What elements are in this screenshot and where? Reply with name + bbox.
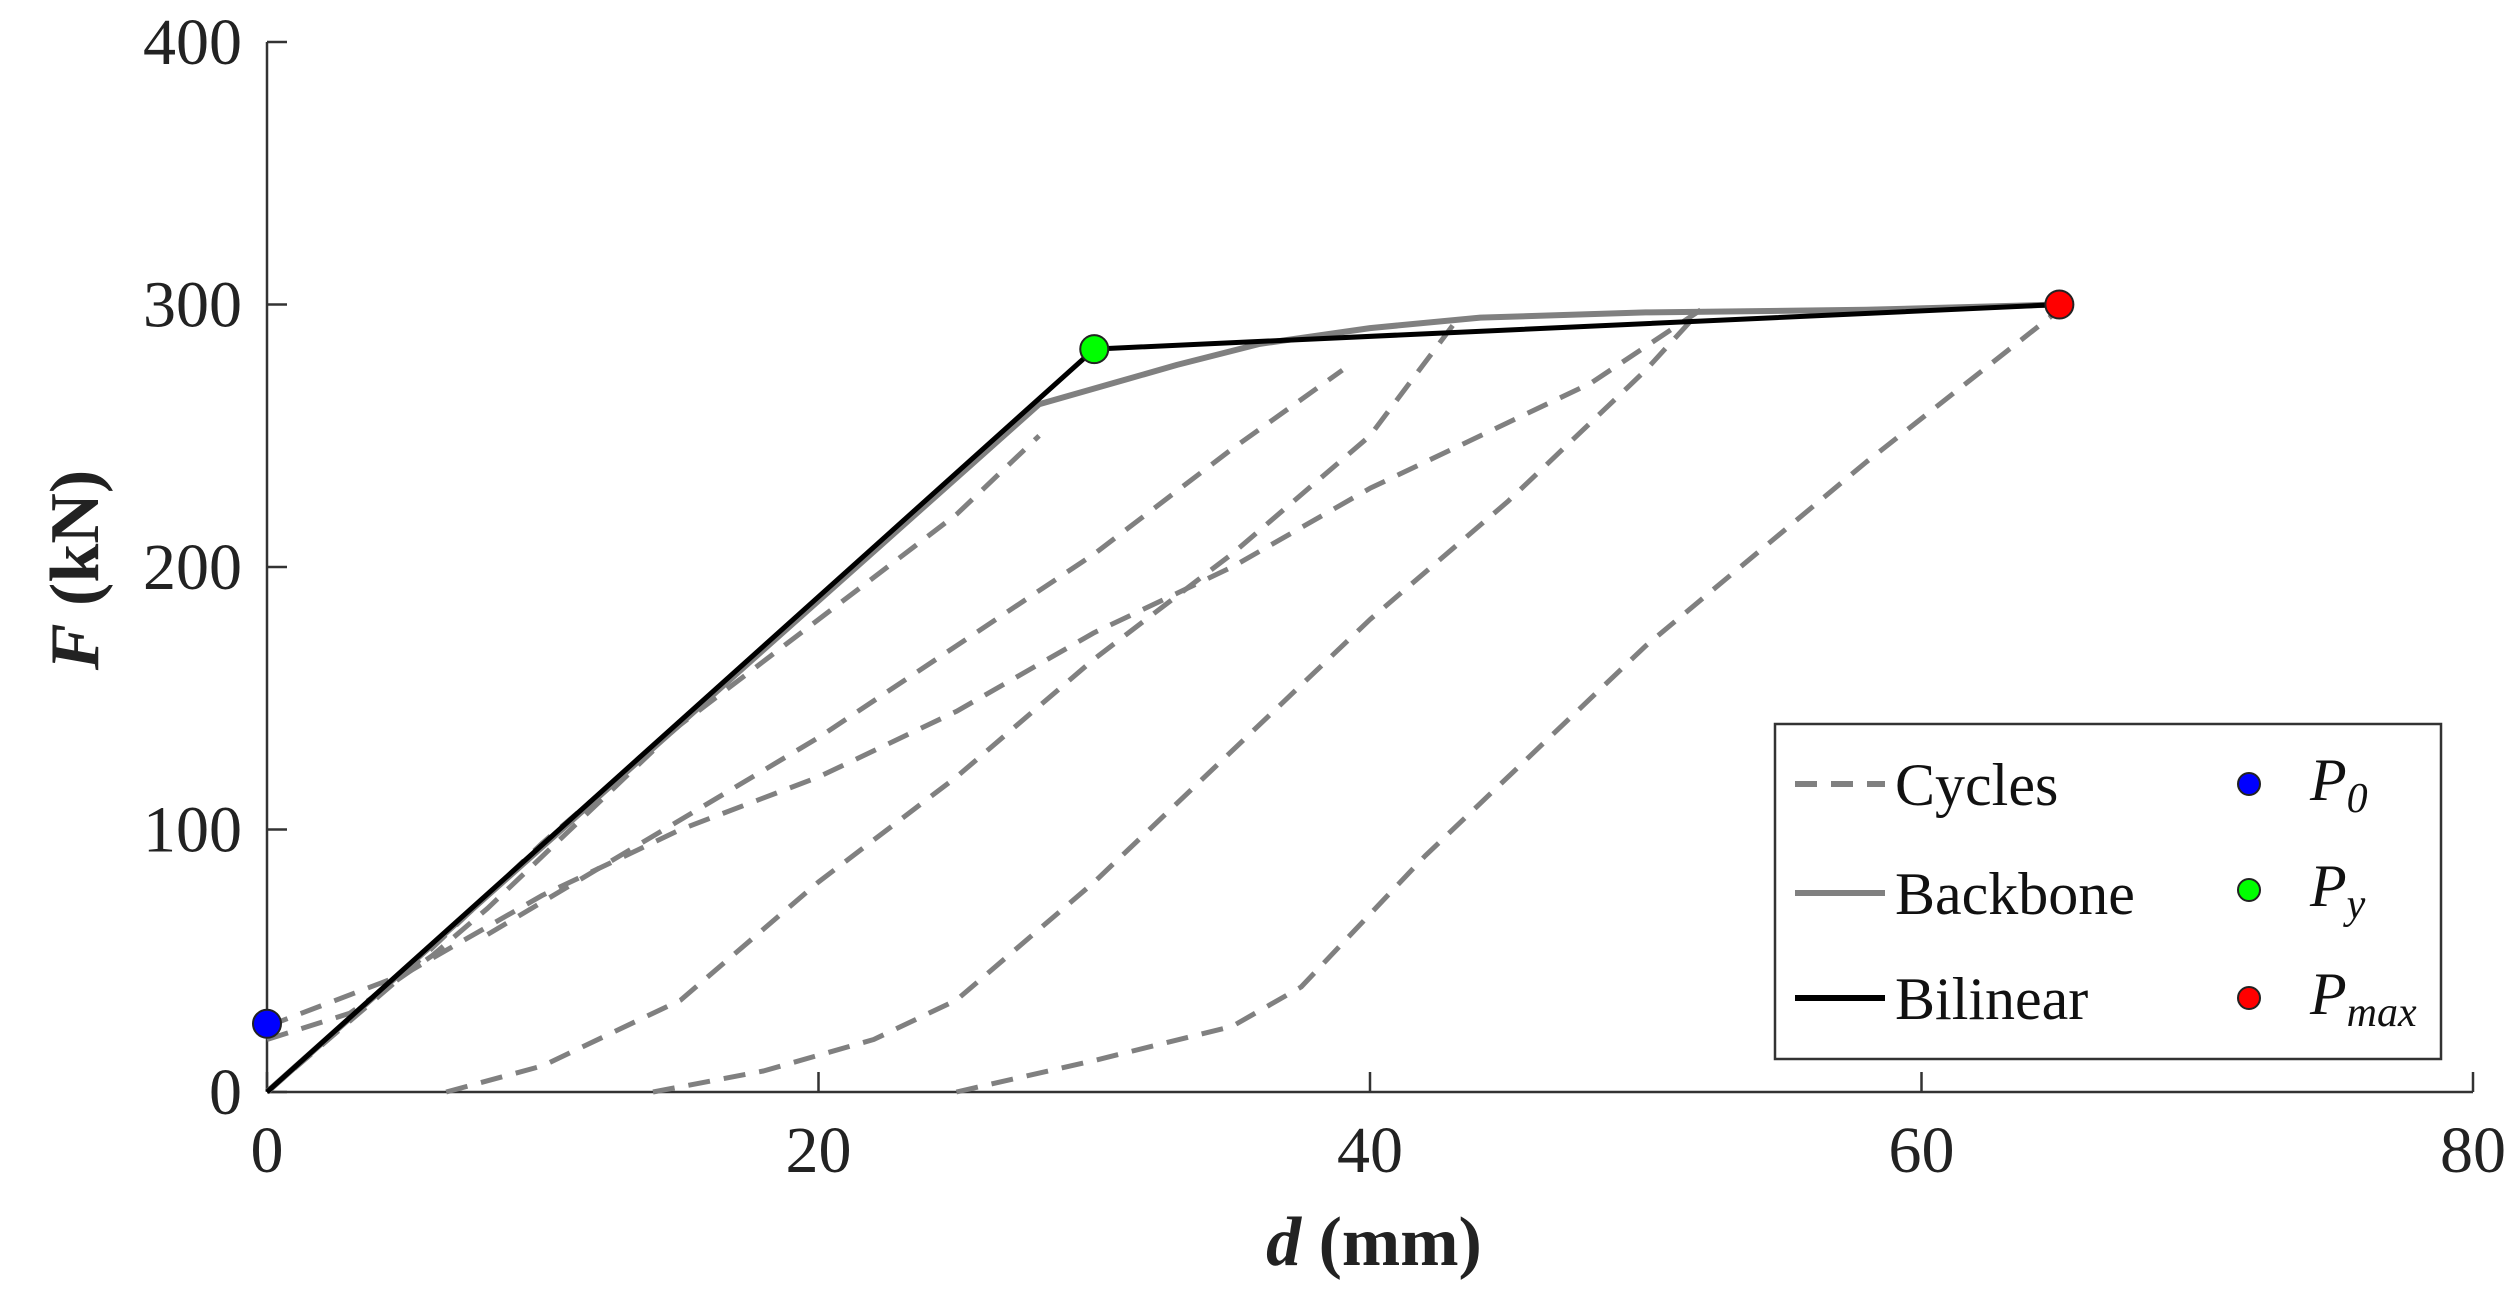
x-tick-label: 40	[1337, 1114, 1403, 1187]
y-axis-unit: (kN)	[37, 470, 114, 606]
legend-pmax-label: Pmax	[2309, 961, 2417, 1036]
legend-py-marker	[2237, 878, 2261, 902]
y-tick-label: 200	[143, 531, 242, 604]
legend-p0-marker	[2237, 772, 2261, 796]
cycle-curve	[445, 324, 1455, 1095]
cycle-curve	[486, 368, 1344, 937]
x-axis-unit: (mm)	[1319, 1204, 1482, 1281]
backbone-curve	[265, 301, 2060, 1095]
cycle-curve	[266, 748, 655, 1042]
series-layer	[265, 301, 2061, 1095]
marker-p-0	[252, 1008, 282, 1039]
x-tick-label: 0	[251, 1114, 284, 1187]
marker-p-max	[2044, 289, 2075, 320]
x-tick-label: 20	[786, 1114, 852, 1187]
legend-cycles-label: Cycles	[1895, 752, 2058, 818]
legend: Cycles Backbone Bilinear P0 Py Pmax	[1773, 722, 2443, 1061]
legend-bilinear-label: Bilinear	[1895, 966, 2088, 1032]
marker-p-y	[1079, 334, 1110, 365]
y-tick-label: 400	[143, 6, 242, 79]
legend-py-label: Py	[2309, 853, 2366, 928]
y-axis-title: F (kN)	[37, 470, 114, 671]
legend-p0-label: P0	[2309, 747, 2368, 822]
cycle-curve	[266, 307, 1703, 1029]
legend-backbone-label: Backbone	[1895, 861, 2135, 927]
marker-layer	[252, 289, 2075, 1039]
y-tick-label: 300	[143, 269, 242, 342]
cycle-curve	[652, 308, 1703, 1095]
axes: 0 20 40 60 80 0 100 200 300 400	[143, 6, 2506, 1187]
y-axis-var: F	[37, 623, 114, 671]
x-axis-var: d	[1266, 1204, 1302, 1281]
x-tick-label: 80	[2440, 1114, 2506, 1187]
y-tick-label: 100	[143, 794, 242, 867]
x-axis-title: d (mm)	[1266, 1204, 1482, 1281]
x-tick-label: 60	[1889, 1114, 1955, 1187]
legend-box	[1773, 722, 2443, 1061]
y-tick-label: 0	[209, 1056, 242, 1129]
legend-pmax-marker	[2237, 986, 2261, 1010]
cycle-curve	[265, 433, 1041, 1094]
cycle-curve	[955, 307, 2061, 1095]
